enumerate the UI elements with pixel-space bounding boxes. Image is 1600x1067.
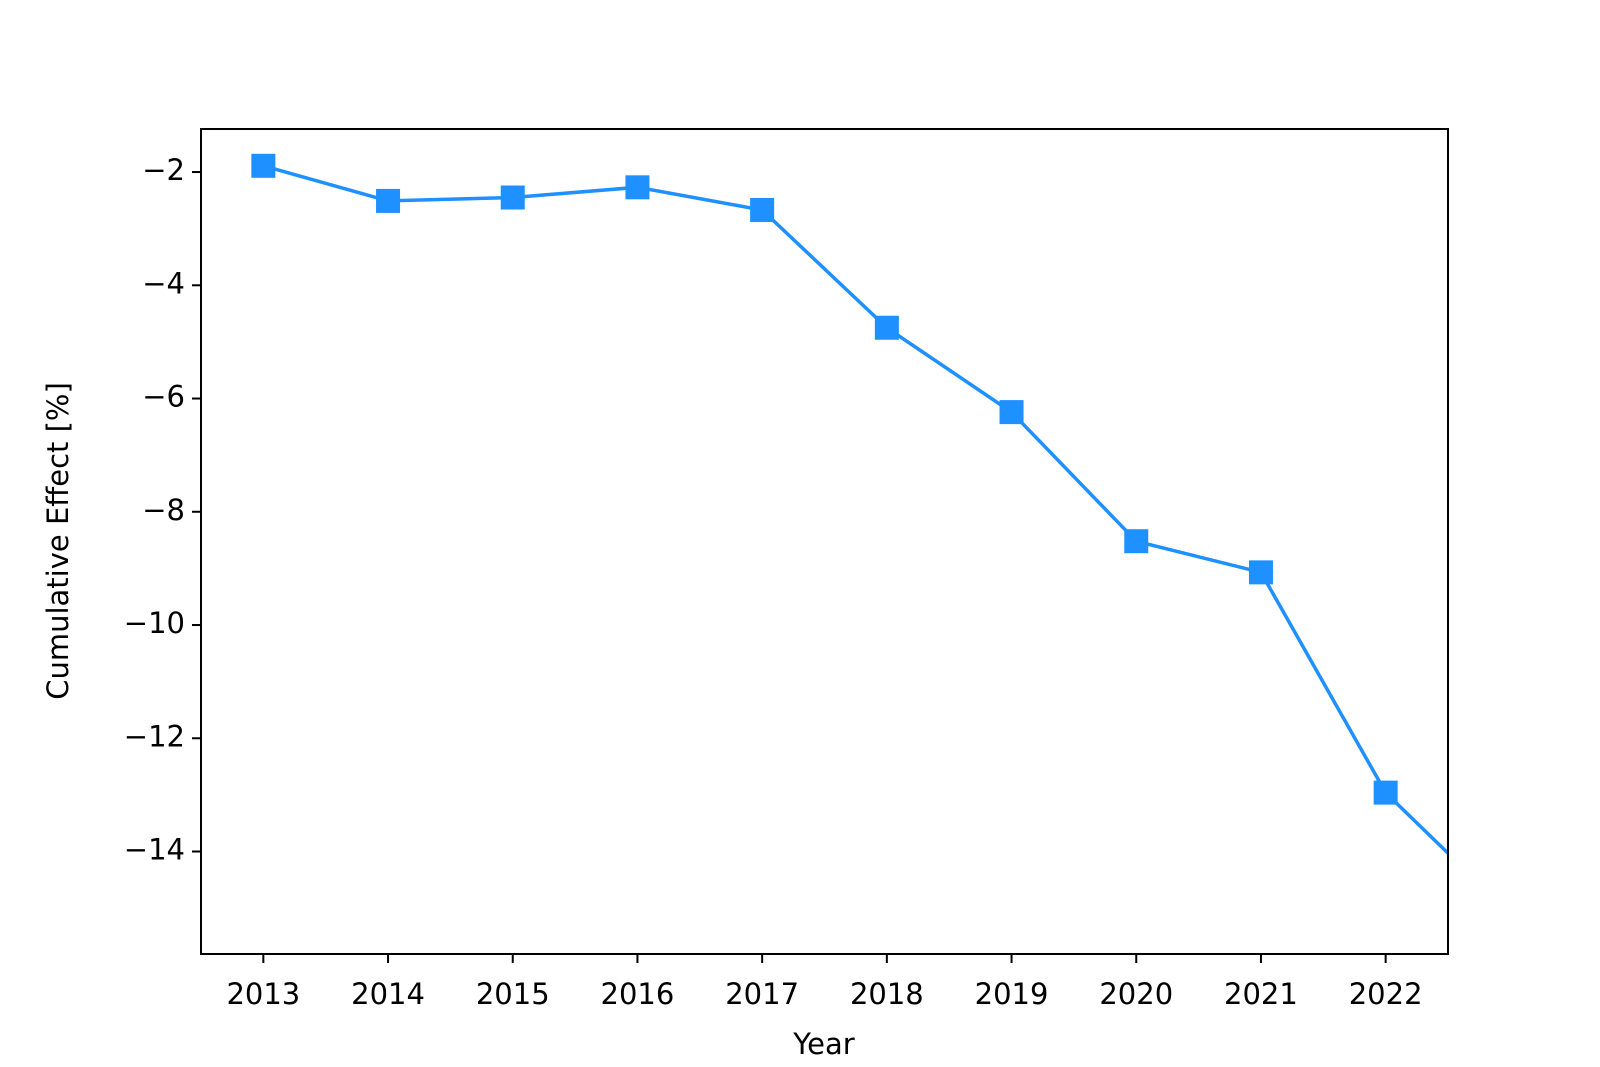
marker: [625, 175, 650, 200]
y-tick-label: −4: [142, 266, 185, 300]
marker: [1373, 780, 1398, 805]
marker: [1498, 902, 1522, 926]
y-tick-label: −14: [124, 833, 185, 867]
y-tick-label: −6: [142, 380, 185, 414]
y-tick-label: −2: [142, 153, 185, 187]
y-tick-label: −8: [142, 493, 185, 527]
marker: [1124, 529, 1149, 554]
x-tick-label: 2016: [601, 977, 675, 1011]
marker: [251, 153, 276, 178]
marker: [1248, 560, 1273, 585]
plot-area: [251, 153, 1522, 926]
x-axis-label: Year: [792, 1027, 854, 1061]
axes-frame: [200, 128, 1449, 955]
x-tick-label: 2013: [226, 977, 300, 1011]
x-tick-label: 2019: [975, 977, 1049, 1011]
y-tick-label: −12: [124, 719, 185, 753]
x-tick-label: 2014: [351, 977, 425, 1011]
x-tick-label: 2022: [1349, 977, 1423, 1011]
line: [262, 164, 1448, 856]
y-axis-label: Cumulative Effect [%]: [41, 382, 75, 700]
x-tick-label: 2015: [476, 977, 550, 1011]
x-tick-label: 2018: [850, 977, 924, 1011]
marker: [750, 197, 775, 222]
x-tick-label: 2020: [1099, 977, 1173, 1011]
x-tick-label: 2021: [1224, 977, 1298, 1011]
marker: [376, 188, 401, 213]
marker: [500, 185, 525, 210]
y-tick-label: −10: [124, 606, 185, 640]
marker: [874, 315, 899, 340]
x-tick-label: 2017: [725, 977, 799, 1011]
marker: [999, 400, 1024, 425]
